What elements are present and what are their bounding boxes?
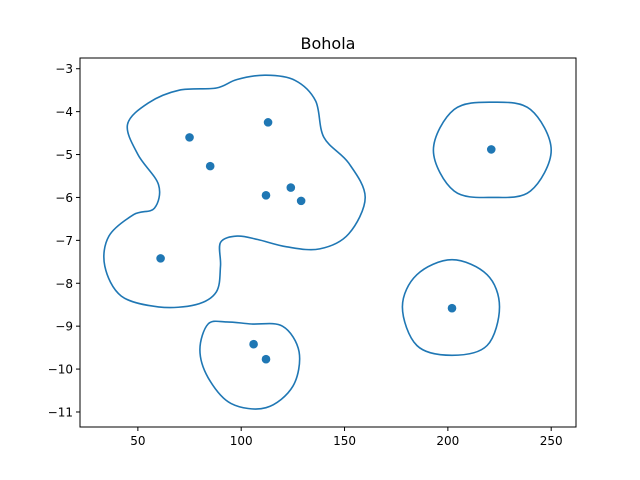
data-point [185, 133, 194, 142]
data-point [205, 161, 215, 171]
data-point [261, 354, 271, 364]
y-tick-label: −4 [55, 105, 73, 119]
y-tick-label: −11 [48, 405, 73, 419]
x-tick-label: 200 [436, 434, 459, 448]
data-point [263, 118, 273, 127]
contour-1 [103, 74, 366, 309]
axes: 50 100 150 200 250 −3 −4 −5 −6 −7 −8 −9 −10 −11 [48, 57, 577, 448]
x-tick-label: 250 [540, 434, 563, 448]
x-tick-label: 100 [230, 434, 253, 448]
data-point [486, 145, 496, 154]
points-layer [156, 118, 496, 364]
y-tick-label: −5 [55, 148, 73, 162]
data-point [296, 196, 306, 206]
y-tick-label: −10 [48, 363, 73, 377]
data-point [156, 254, 165, 263]
contour-2 [199, 320, 301, 410]
x-tick-label: 50 [130, 434, 145, 448]
data-point [261, 191, 271, 200]
plot-frame [79, 57, 577, 428]
contour-3 [432, 101, 552, 199]
contour-4 [401, 258, 501, 357]
y-tick-label: −6 [55, 191, 73, 205]
data-point [249, 339, 258, 349]
y-tick-label: −7 [55, 234, 73, 248]
data-point [447, 303, 457, 313]
chart-title: Bohola [301, 34, 356, 53]
x-tick-label: 150 [333, 434, 356, 448]
y-tick-label: −8 [55, 277, 73, 291]
y-tick-label: −3 [55, 62, 73, 76]
y-tick-label: −9 [55, 320, 73, 334]
contour-layer [103, 74, 552, 410]
data-point [286, 183, 296, 192]
